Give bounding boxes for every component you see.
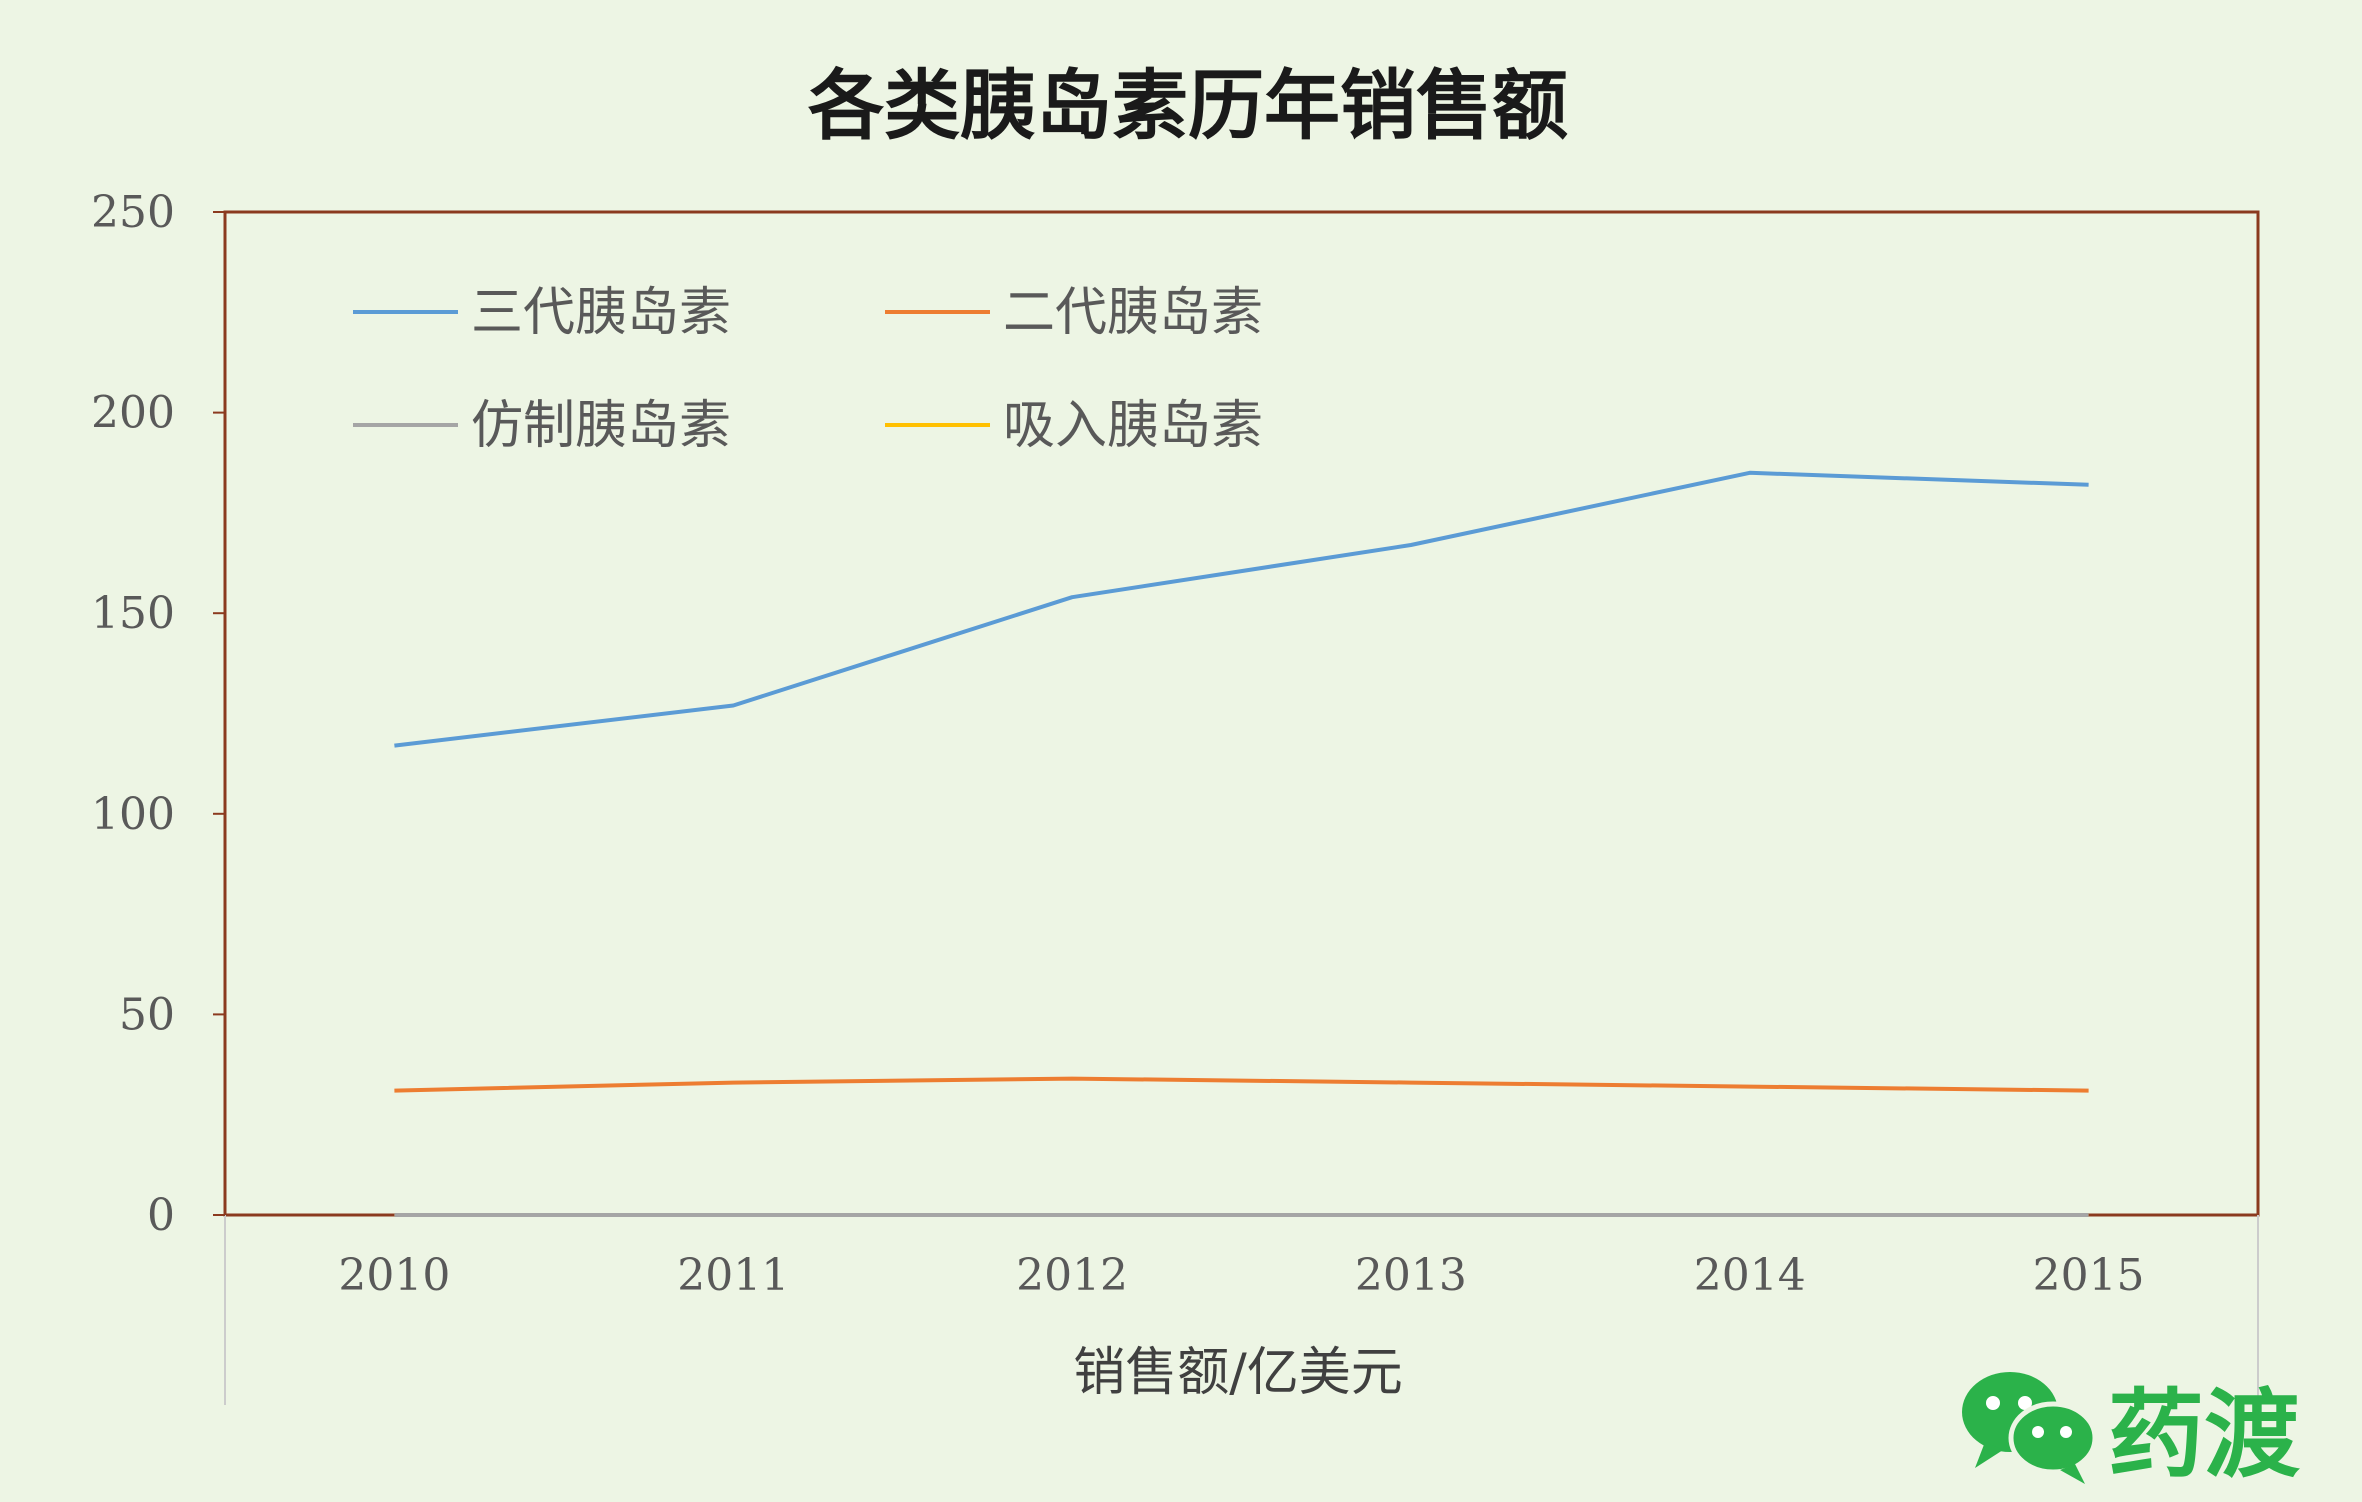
series-line xyxy=(394,470,2089,748)
x-tick-label: 2012 xyxy=(1016,1250,1128,1301)
y-axis-ticks: 0 50 100 150 200 250 xyxy=(91,187,225,1241)
brand-name: 药渡 xyxy=(2108,1379,2300,1491)
legend-label: 仿制胰岛素 xyxy=(471,396,731,456)
y-tick-label: 100 xyxy=(91,789,175,840)
y-tick-label: 50 xyxy=(119,989,175,1040)
series-line xyxy=(394,1076,2089,1093)
legend-label: 二代胰岛素 xyxy=(1003,283,1263,343)
series-layer xyxy=(394,470,2089,1217)
x-tick-label: 2013 xyxy=(1355,1250,1467,1301)
y-tick-label: 200 xyxy=(91,388,175,439)
x-tick-label: 2015 xyxy=(2033,1250,2145,1301)
x-axis-title: 销售额/亿美元 xyxy=(1073,1343,1403,1403)
legend-label: 吸入胰岛素 xyxy=(1003,396,1263,456)
y-tick-label: 0 xyxy=(147,1190,175,1241)
brand-watermark: 药渡 xyxy=(1962,1372,2300,1491)
legend-label: 三代胰岛素 xyxy=(471,283,731,343)
x-tick-label: 2010 xyxy=(338,1250,450,1301)
x-axis-ticks: 2010 2011 2012 2013 2014 2015 xyxy=(338,1250,2144,1301)
wechat-icon xyxy=(1962,1372,2098,1484)
y-tick-label: 150 xyxy=(91,588,175,639)
plot-area-border xyxy=(223,210,2260,1217)
y-tick-label: 250 xyxy=(91,187,175,238)
x-tick-label: 2014 xyxy=(1694,1250,1806,1301)
x-tick-label: 2011 xyxy=(677,1250,789,1301)
chart-title: 各类胰岛素历年销售额 xyxy=(808,61,1568,150)
